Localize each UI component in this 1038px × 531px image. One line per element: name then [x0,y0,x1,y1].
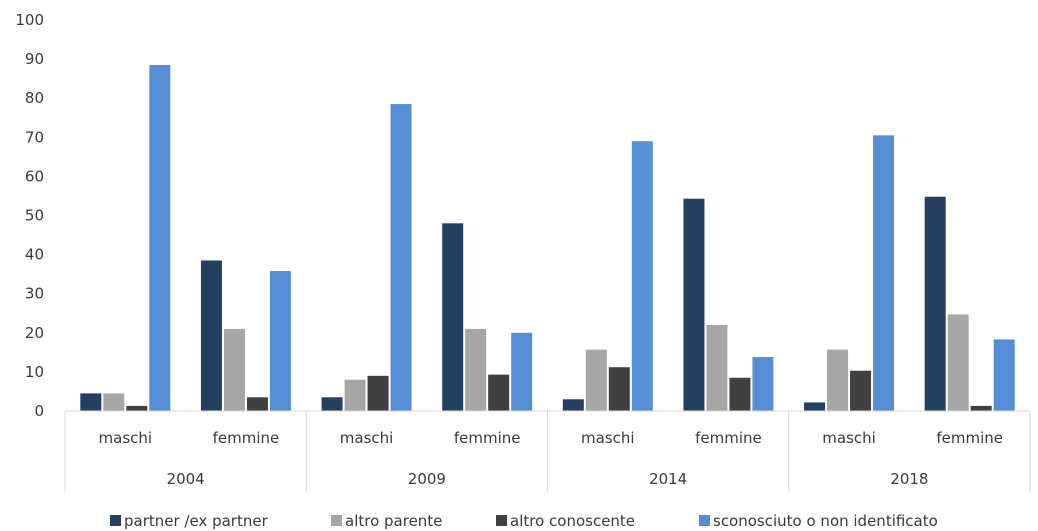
x-tick-label: femmine [454,429,521,447]
bar [608,367,630,411]
group-label: 2009 [408,470,446,488]
y-tick-label: 50 [25,207,44,225]
bar [246,397,268,411]
group-label: 2004 [167,470,205,488]
bar [585,349,607,411]
legend-label: altro conoscente [510,512,635,530]
legend-item: altro parente [331,512,442,530]
bar [442,223,464,411]
bar [269,271,291,411]
x-tick-label: maschi [822,429,876,447]
bar [80,393,102,411]
x-axis: maschi femmine maschi femmine maschi femmine m… [64,410,1031,492]
y-tick-label: 60 [25,167,44,185]
bar [804,402,826,411]
bar [970,405,992,411]
legend-item: partner /ex partner [110,512,269,530]
y-tick-label: 100 [15,11,44,29]
x-tick-label: maschi [99,429,153,447]
y-tick-label: 40 [25,246,44,264]
y-tick-label: 30 [25,285,44,303]
bar [390,104,412,411]
bar [631,141,653,411]
legend-item: sconosciuto o non identificato [699,512,938,530]
bar [321,397,343,411]
y-tick-label: 10 [25,363,44,381]
x-tick-label: maschi [340,429,394,447]
bar [149,64,171,411]
bar [465,328,487,411]
bar [752,357,774,411]
bars [80,64,1015,411]
x-tick-label: femmine [936,429,1003,447]
legend-swatch [699,515,710,526]
legend-label: sconosciuto o non identificato [713,512,938,530]
bar [706,324,728,411]
bar [488,374,510,411]
bar [729,377,751,411]
x-tick-label: femmine [213,429,280,447]
x-tick-label: maschi [581,429,635,447]
legend: partner /ex partner altro parente altro co… [110,512,938,530]
legend-label: partner /ex partner [124,512,269,530]
legend-swatch [110,515,121,526]
y-tick-label: 80 [25,89,44,107]
bar [344,379,366,411]
bar [223,328,245,411]
bar [511,332,533,411]
legend-item: altro conoscente [496,512,635,530]
bar [126,405,148,411]
y-tick-label: 90 [25,50,44,68]
bar [924,196,946,411]
bar [200,260,222,411]
bar [827,349,849,411]
legend-swatch [496,515,507,526]
x-tick-label: femmine [695,429,762,447]
bar [850,370,872,411]
y-tick-label: 20 [25,324,44,342]
group-label: 2014 [649,470,687,488]
y-tick-label: 70 [25,128,44,146]
bar [103,393,125,411]
group-label: 2018 [890,470,928,488]
legend-label: altro parente [345,512,442,530]
bar [562,399,584,411]
legend-swatch [331,515,342,526]
y-tick-label: 0 [34,402,44,420]
y-axis: 0 10 20 30 40 50 60 70 80 90 100 [15,11,44,420]
bar [993,339,1015,411]
bar [873,135,895,411]
bar [683,198,705,411]
bar [947,314,969,411]
bar [367,375,389,411]
